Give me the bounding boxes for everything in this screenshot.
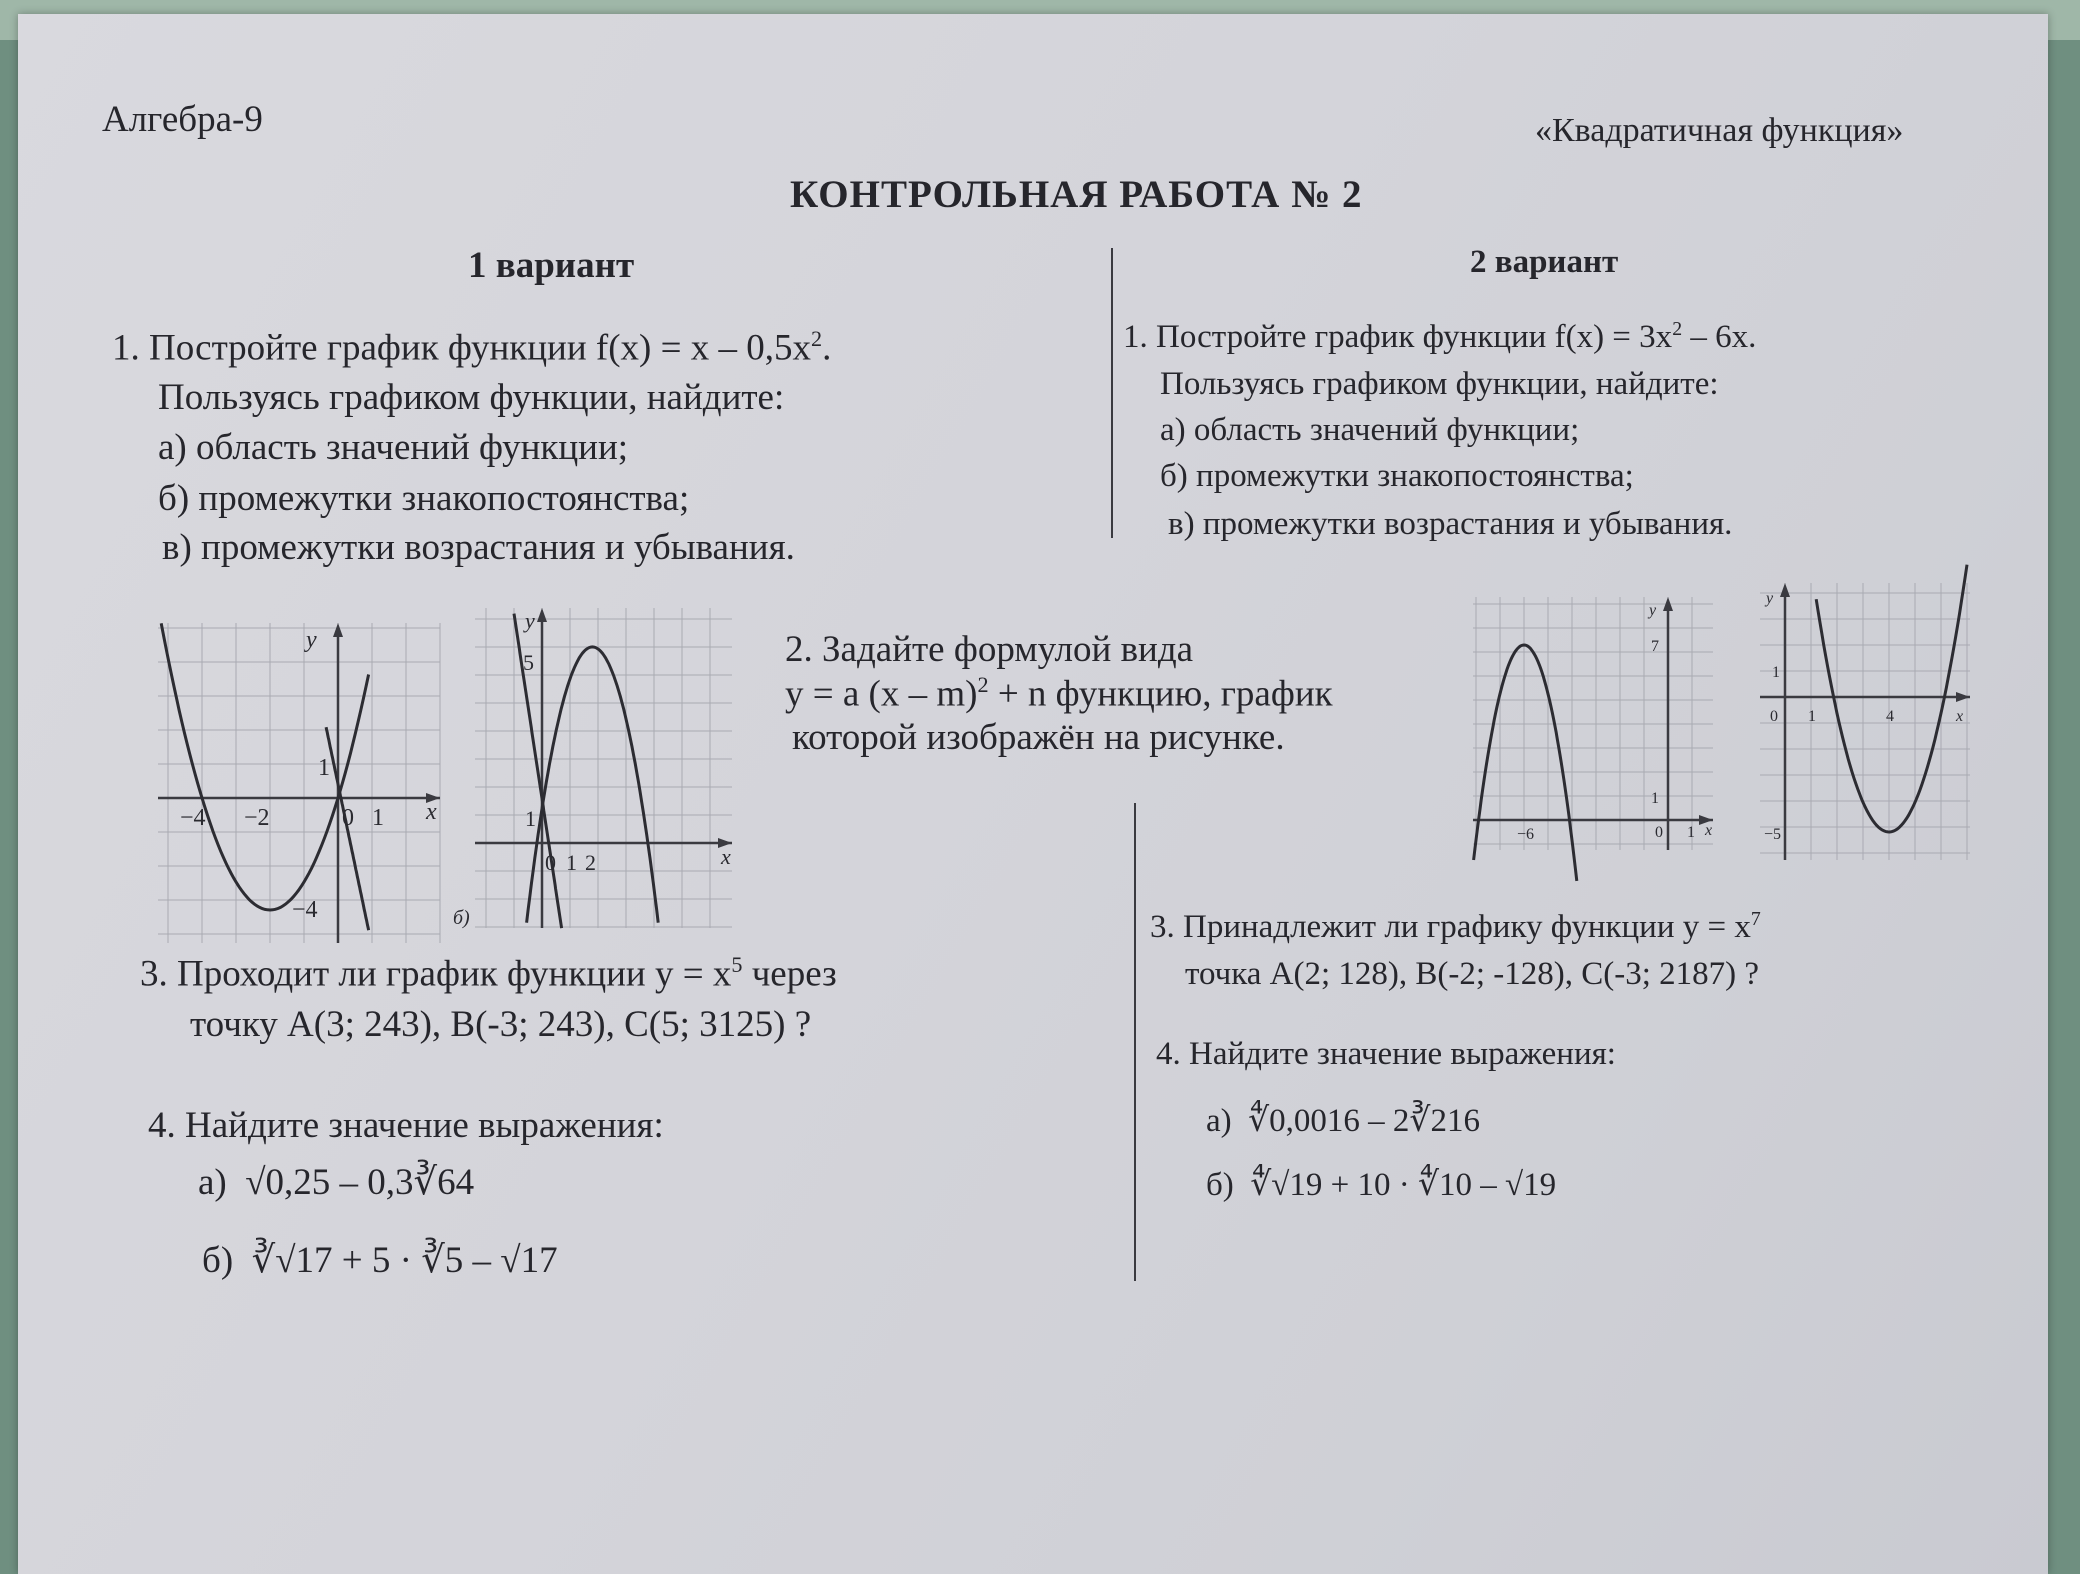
figure-label-b: б) xyxy=(453,907,470,929)
tick-x-1: 1 xyxy=(566,850,577,875)
tick-x-1: 1 xyxy=(372,805,384,831)
graph-b-parabola-down: y x 5 1 0 1 2 б) xyxy=(453,608,732,929)
v2-q4-heading: 4. Найдите значение выражения: xyxy=(1156,1036,1616,1072)
v2-q1-end: – 6x. xyxy=(1682,319,1757,355)
v2-q1-a: а) область значений функции; xyxy=(1160,412,1580,448)
v2-q1-line2: Пользуясь графиком функции, найдите: xyxy=(1160,366,1719,402)
graph-c-parabola-down: y x 7 1 −6 0 1 xyxy=(1472,597,1713,882)
tick-origin: 0 xyxy=(342,805,354,831)
axis-label-y: y xyxy=(1764,590,1774,607)
graph-d-parabola-up: y x 1 0 1 4 −5 xyxy=(1760,564,1970,860)
v1-q1-end: . xyxy=(822,327,832,369)
v1-q1-exponent: 2 xyxy=(811,326,823,351)
tick-y-minus4: −4 xyxy=(292,897,318,923)
axis-label-x: x xyxy=(425,799,437,825)
x-axis-arrow-icon xyxy=(1699,815,1713,825)
x-axis-arrow-icon xyxy=(426,793,440,803)
v2-q3-exponent: 7 xyxy=(1750,908,1761,930)
tick-y-7: 7 xyxy=(1651,638,1659,655)
x-axis-arrow-icon xyxy=(1956,692,1970,702)
v1-q1-b: б) промежутки знакопостоянства; xyxy=(158,478,690,519)
tick-x-4: 4 xyxy=(1886,708,1894,725)
v1-q1-a: а) область значений функции; xyxy=(158,427,629,468)
tick-x-2: 2 xyxy=(585,850,596,875)
axis-label-y: y xyxy=(1647,602,1657,619)
tick-x-minus2: −2 xyxy=(244,805,270,831)
v2-q4-a-label: а) xyxy=(1206,1103,1232,1139)
v1-q2-line1: 2. Задайте формулой вида xyxy=(785,629,1194,670)
parabola-curve xyxy=(1472,643,1579,882)
v2-q1-c: в) промежутки возрастания и убывания. xyxy=(1168,506,1733,542)
v1-q3-line1-end: через xyxy=(742,953,837,995)
axis-label-y: y xyxy=(523,608,535,633)
v1-q4-b-expression: ∛√17 + 5 · ∛5 – √17 xyxy=(251,1240,558,1281)
line-curve xyxy=(512,613,564,929)
v1-q2-line3: которой изображён на рисунке. xyxy=(792,717,1285,758)
page-title: КОНТРОЛЬНАЯ РАБОТА № 2 xyxy=(790,173,1363,216)
tick-x-minus6: −6 xyxy=(1517,826,1534,843)
y-axis-arrow-icon xyxy=(333,623,343,637)
v2-q1-exponent: 2 xyxy=(1672,318,1683,340)
axis-label-x: x xyxy=(1704,822,1712,839)
tick-y-1: 1 xyxy=(318,755,330,781)
topic-label: «Квадратичная функция» xyxy=(1535,112,1904,149)
v1-q4-heading: 4. Найдите значение выражения: xyxy=(148,1105,664,1146)
tick-x-1: 1 xyxy=(1808,708,1816,725)
v1-q2-line2-rest: + n функцию, график xyxy=(988,673,1333,715)
v2-q1-b: б) промежутки знакопостоянства; xyxy=(1160,458,1634,494)
y-axis-arrow-icon xyxy=(537,608,547,622)
tick-origin: 0 xyxy=(545,850,556,875)
tick-y-1: 1 xyxy=(1651,790,1659,807)
paper-sheet xyxy=(18,14,2048,1574)
v2-q3-points: точка A(2; 128), B(-2; -128), C(-3; 2187… xyxy=(1185,956,1760,992)
v1-q1-c: в) промежутки возрастания и убывания. xyxy=(162,527,795,568)
v2-q4-b-expression: ∜√19 + 10 · ∜10 – √19 xyxy=(1250,1167,1557,1203)
tick-x-minus4: −4 xyxy=(180,805,206,831)
v1-q1-line1: 1. Постройте график функции f(x) = x – 0… xyxy=(112,327,811,369)
v1-q4-a-label: а) xyxy=(198,1162,227,1203)
parabola-curve xyxy=(159,623,371,912)
v2-q1-line1: 1. Постройте график функции f(x) = 3x xyxy=(1123,319,1673,355)
v1-q3-exponent: 5 xyxy=(731,952,743,977)
v2-q4-b-label: б) xyxy=(1206,1167,1234,1203)
tick-y-1: 1 xyxy=(1772,664,1780,681)
parabola-curve xyxy=(1814,564,1969,834)
parabola-curve xyxy=(525,645,660,923)
variant2-heading: 2 вариант xyxy=(1470,244,1619,280)
y-axis-arrow-icon xyxy=(1780,583,1790,597)
column-divider-bottom xyxy=(1134,803,1136,1281)
tick-x-1: 1 xyxy=(1687,824,1695,841)
v1-q4-b-label: б) xyxy=(202,1240,234,1281)
variant1-heading: 1 вариант xyxy=(468,245,635,286)
line-curve xyxy=(324,726,371,931)
v1-q3-points: точку A(3; 243), B(-3; 243), C(5; 3125) … xyxy=(190,1004,812,1045)
x-axis-arrow-icon xyxy=(718,838,732,848)
v2-q3-line1: 3. Принадлежит ли графику функции y = x xyxy=(1150,909,1751,945)
tick-origin: 0 xyxy=(1770,708,1778,725)
tick-y-minus5: −5 xyxy=(1764,826,1781,843)
y-axis-arrow-icon xyxy=(1663,597,1673,611)
tick-y-1: 1 xyxy=(525,806,536,831)
tick-origin: 0 xyxy=(1655,824,1663,841)
axis-label-x: x xyxy=(720,844,731,869)
v1-q1-line2: Пользуясь графиком функции, найдите: xyxy=(158,377,785,418)
v1-q4-a-expression: √0,25 – 0,3∛64 xyxy=(245,1162,475,1203)
v1-q2-exponent: 2 xyxy=(977,672,989,697)
axis-label-y: y xyxy=(304,627,317,653)
v1-q2-formula: y = a (x – m) xyxy=(785,673,978,715)
v2-q4-a-expression: ∜0,0016 – 2∛216 xyxy=(1248,1103,1480,1139)
graph-a-parabola-up: y x 1 −4 −2 0 1 −4 xyxy=(158,623,441,943)
tick-y-5: 5 xyxy=(523,650,534,675)
v1-q3-line1: 3. Проходит ли график функции y = x xyxy=(140,953,732,995)
axis-label-x: x xyxy=(1955,708,1963,725)
subject-label: Алгебра-9 xyxy=(102,99,263,140)
column-divider-top xyxy=(1111,248,1113,538)
